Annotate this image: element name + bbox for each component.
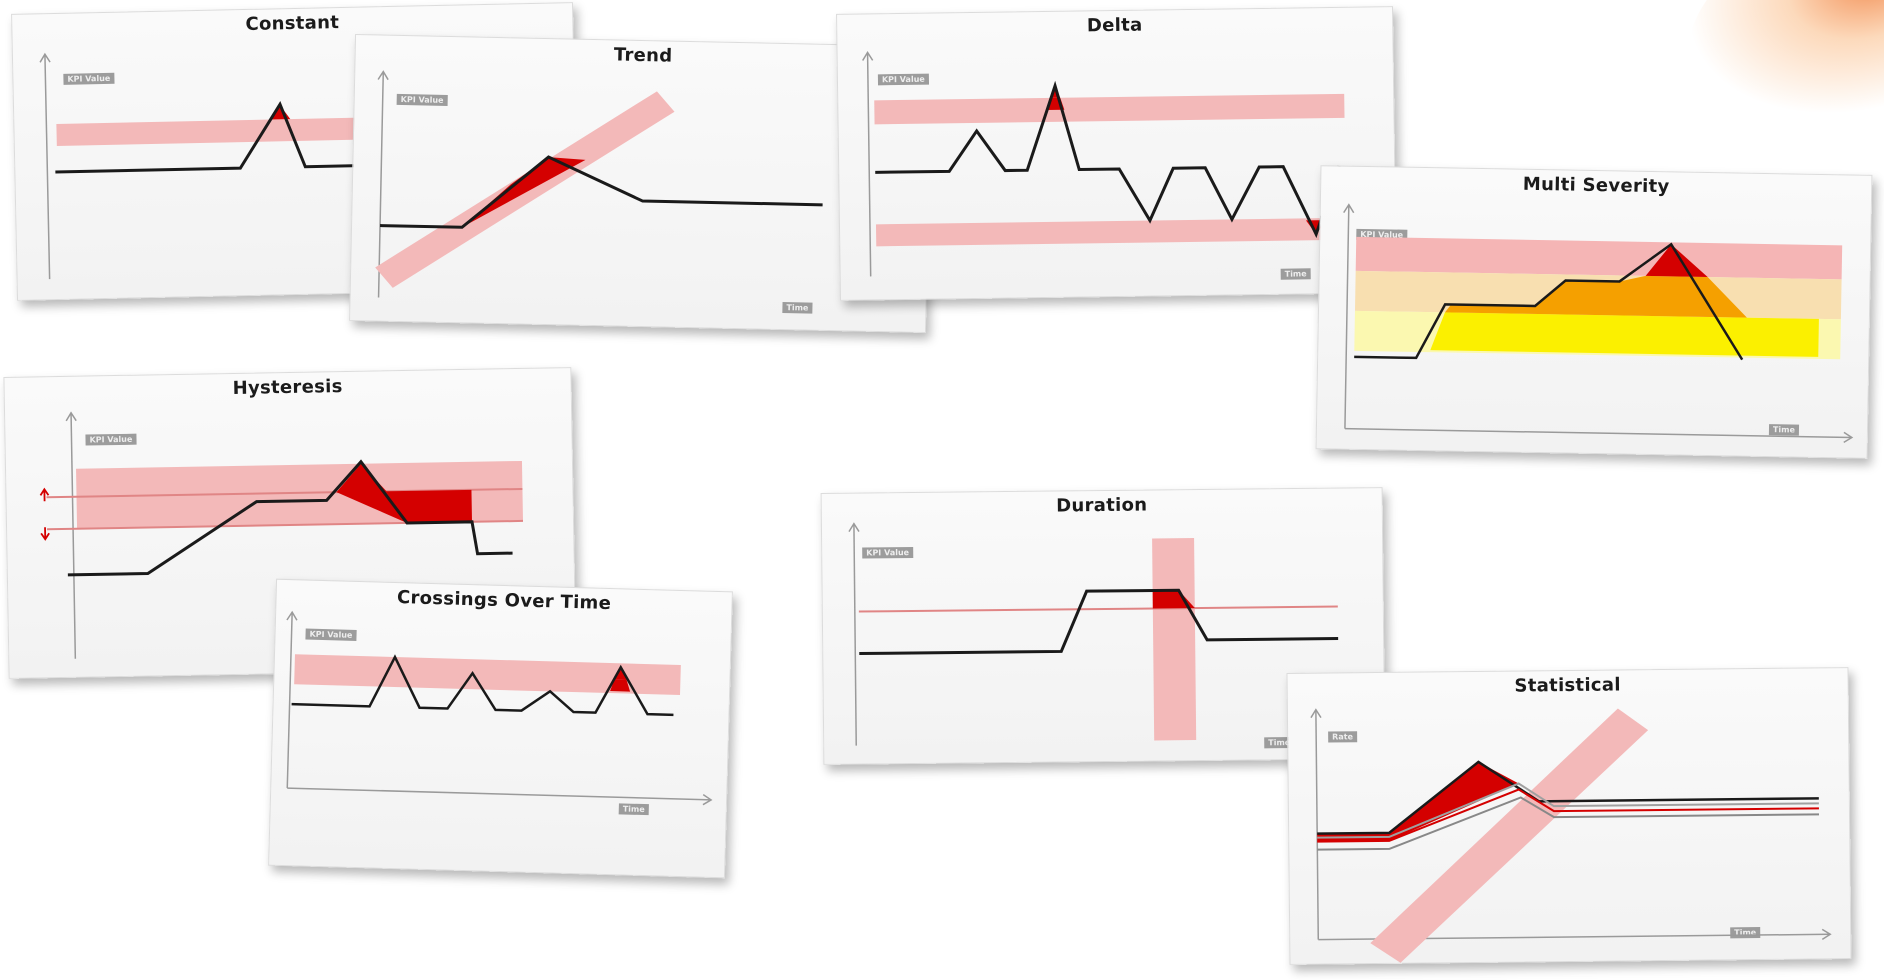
breach-region bbox=[1152, 590, 1195, 609]
y-axis bbox=[44, 54, 51, 280]
y-axis-arrow bbox=[848, 522, 860, 533]
y-axis bbox=[377, 71, 385, 298]
duration-window bbox=[1152, 538, 1197, 741]
y-axis-arrow bbox=[1343, 203, 1355, 214]
y-axis bbox=[1315, 709, 1320, 940]
breach-region bbox=[462, 157, 586, 228]
threshold-line bbox=[858, 605, 1338, 613]
threshold-band bbox=[56, 117, 377, 146]
kpi-line bbox=[1354, 242, 1744, 361]
hysteresis-card: Hysteresis KPI Value bbox=[3, 367, 577, 679]
y-axis-arrow bbox=[1310, 708, 1322, 719]
mean-line bbox=[1317, 782, 1819, 839]
multi-severity-card: Multi Severity KPI Value Time bbox=[1315, 165, 1873, 459]
y-axis bbox=[1344, 204, 1350, 429]
hysteresis-chart bbox=[39, 411, 524, 659]
decorative-swirl bbox=[1657, 0, 1884, 179]
kpi-line bbox=[55, 101, 386, 174]
y-axis bbox=[70, 412, 77, 659]
constant-card: Constant KPI Value bbox=[11, 2, 579, 301]
upper-bound-line bbox=[1317, 788, 1819, 843]
y-axis-arrow bbox=[377, 70, 389, 81]
y-axis-arrow bbox=[862, 51, 874, 61]
x-axis-arrow bbox=[702, 794, 713, 806]
breach-region bbox=[1317, 761, 1519, 842]
kpi-line bbox=[875, 80, 1341, 239]
statistical-chart bbox=[1310, 708, 1832, 963]
breach-region bbox=[336, 463, 473, 523]
x-axis-arrow bbox=[1821, 928, 1832, 940]
statistical-card: Statistical Rate Time bbox=[1286, 667, 1852, 965]
constant-chart bbox=[39, 52, 386, 280]
major-fill bbox=[1444, 275, 1747, 318]
minor-fill bbox=[1430, 312, 1819, 357]
up-arrow-icon bbox=[39, 487, 50, 496]
y-axis bbox=[853, 523, 857, 746]
critical-band bbox=[1355, 236, 1843, 280]
x-axis bbox=[1344, 427, 1852, 439]
kpi-line bbox=[67, 459, 513, 577]
delta-card: Delta KPI Value Time bbox=[836, 6, 1397, 301]
y-axis-arrow bbox=[39, 52, 51, 63]
trend-chart bbox=[375, 70, 823, 298]
kpi-line bbox=[859, 588, 1339, 656]
multi-severity-chart bbox=[1343, 203, 1854, 444]
lower-band bbox=[875, 217, 1347, 247]
critical-fill bbox=[1645, 244, 1708, 277]
kpi-line bbox=[380, 155, 823, 229]
y-axis bbox=[866, 52, 872, 277]
x-axis-arrow bbox=[1843, 431, 1854, 444]
lower-bound-line bbox=[1317, 796, 1820, 851]
y-axis-arrow bbox=[286, 610, 298, 621]
x-axis bbox=[287, 787, 712, 801]
trend-card: Trend KPI Value Time bbox=[349, 33, 932, 334]
y-axis bbox=[286, 612, 293, 789]
rate-line bbox=[1317, 760, 1819, 835]
duration-chart bbox=[848, 522, 1339, 746]
duration-card: Duration KPI Value Time bbox=[820, 487, 1386, 765]
breach-region-lower bbox=[610, 679, 631, 692]
kpi-line bbox=[291, 654, 674, 717]
trend-band bbox=[1370, 708, 1649, 963]
crossings-chart bbox=[286, 610, 713, 806]
delta-chart bbox=[862, 51, 1347, 277]
y-axis-arrow bbox=[65, 411, 77, 422]
crossings-card: Crossings Over Time KPI Value Time bbox=[268, 578, 733, 879]
upper-band bbox=[874, 93, 1345, 125]
breach-region bbox=[614, 667, 627, 680]
